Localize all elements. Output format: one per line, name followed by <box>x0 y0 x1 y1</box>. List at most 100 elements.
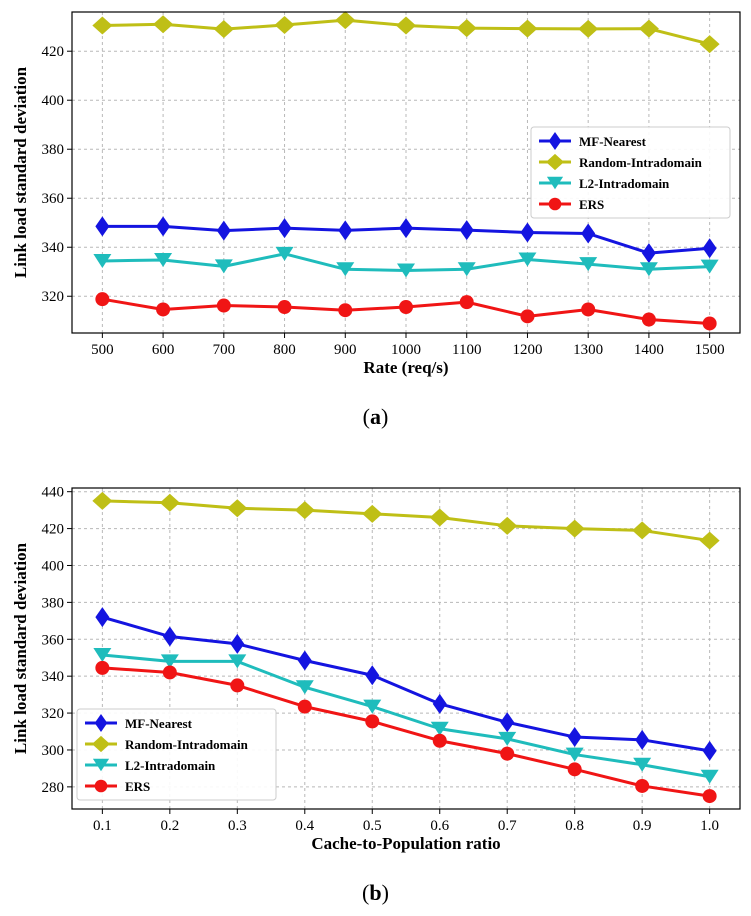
x-tick-label: 1400 <box>634 342 664 358</box>
point-l2-intradomain <box>336 262 355 277</box>
y-tick-label: 440 <box>42 485 65 501</box>
point-ers <box>581 302 596 317</box>
legend-label-mf-nearest: MF-Nearest <box>579 134 647 149</box>
point-l2-intradomain <box>295 680 314 695</box>
point-random-intradomain <box>92 16 113 35</box>
point-ers <box>432 733 447 748</box>
chart-a: 500 600 700 800 900 1000 1100 1200 1300 1400 1500 3… <box>11 11 741 377</box>
point-mf-nearest <box>702 740 717 761</box>
point-random-intradomain <box>153 15 174 34</box>
y-tick-label: 420 <box>42 44 65 60</box>
legend-marker-random-intradomain <box>546 153 564 171</box>
x-axis-label: Rate (req/s) <box>363 358 448 377</box>
point-l2-intradomain <box>700 259 719 274</box>
point-mf-nearest <box>162 626 177 647</box>
point-random-intradomain <box>396 16 416 35</box>
point-ers <box>95 660 110 675</box>
x-tick-label: 0.2 <box>160 818 179 834</box>
x-tick-label: 700 <box>213 342 236 358</box>
caption-b-letter: b <box>369 880 382 905</box>
legend-marker-l2-intradomain <box>546 176 564 190</box>
point-random-intradomain <box>362 504 383 523</box>
y-tick-label: 360 <box>42 191 65 207</box>
y-tick-label: 340 <box>42 240 65 256</box>
point-mf-nearest <box>635 729 650 750</box>
x-tick-label: 1100 <box>452 342 481 358</box>
point-ers <box>162 665 177 680</box>
point-random-intradomain <box>497 516 518 535</box>
point-random-intradomain <box>274 15 295 34</box>
point-l2-intradomain <box>579 257 598 272</box>
y-tick-label: 400 <box>42 93 65 109</box>
point-mf-nearest <box>520 222 535 243</box>
y-tick-label: 340 <box>42 669 65 685</box>
point-l2-intradomain <box>397 263 415 278</box>
point-l2-intradomain <box>457 262 476 277</box>
chart-b: 0.1 0.2 0.3 0.4 0.5 0.6 0.7 0.8 0.9 1.0 280 300 320 3… <box>11 485 741 853</box>
point-random-intradomain <box>227 499 248 518</box>
point-mf-nearest <box>95 607 110 628</box>
y-tick-label: 320 <box>42 289 65 305</box>
point-mf-nearest <box>156 216 171 237</box>
point-random-intradomain <box>456 19 477 38</box>
x-tick-label: 1500 <box>695 342 725 358</box>
legend-label-ers: ERS <box>579 197 604 212</box>
y-tick-label: 380 <box>42 142 65 158</box>
x-tick-label: 0.6 <box>430 818 449 834</box>
x-tick-label: 0.8 <box>565 818 584 834</box>
point-ers <box>156 302 171 317</box>
point-l2-intradomain <box>700 769 719 784</box>
legend: MF-Nearest Random-Intradomain L2-Intradoma… <box>76 708 277 801</box>
point-ers <box>500 746 515 761</box>
x-axis-label: Cache-to-Population ratio <box>311 834 500 853</box>
plot-frame <box>71 487 741 810</box>
point-mf-nearest <box>338 220 353 241</box>
point-random-intradomain <box>578 19 599 38</box>
point-mf-nearest <box>581 223 596 244</box>
point-mf-nearest <box>95 216 110 237</box>
point-l2-intradomain <box>93 647 112 662</box>
legend-label-l2-intradomain: L2-Intradomain <box>579 176 670 191</box>
legend: MF-Nearest Random-Intradomain L2-Intradoma… <box>530 126 731 219</box>
x-tick-label: 900 <box>334 342 357 358</box>
point-random-intradomain <box>213 20 234 39</box>
point-ers <box>702 789 717 804</box>
point-l2-intradomain <box>430 721 449 736</box>
point-random-intradomain <box>517 19 538 38</box>
y-axis-label: Link load standard deviation <box>11 66 30 278</box>
point-l2-intradomain <box>518 252 537 267</box>
x-tick-label: 1200 <box>512 342 542 358</box>
point-random-intradomain <box>564 519 585 538</box>
point-ers <box>567 762 582 777</box>
point-ers <box>702 316 717 331</box>
x-tick-label: 0.9 <box>633 818 652 834</box>
point-ers <box>230 678 245 693</box>
point-ers <box>338 303 353 318</box>
point-mf-nearest <box>216 220 231 241</box>
x-tick-label: 0.3 <box>228 818 247 834</box>
point-l2-intradomain <box>275 246 294 261</box>
legend-marker-mf-nearest <box>94 714 108 732</box>
x-tick-label: 1000 <box>391 342 421 358</box>
point-mf-nearest <box>365 665 380 686</box>
point-l2-intradomain <box>639 262 658 277</box>
point-mf-nearest <box>399 218 413 239</box>
point-ers <box>365 714 380 729</box>
x-tick-label: 1300 <box>573 342 603 358</box>
point-ers <box>635 778 650 793</box>
point-random-intradomain <box>638 19 659 38</box>
series-line-ers <box>102 666 710 798</box>
y-tick-label: 360 <box>42 632 65 648</box>
point-random-intradomain <box>159 493 180 512</box>
point-mf-nearest <box>230 633 245 654</box>
legend-marker-random-intradomain <box>92 735 110 753</box>
point-mf-nearest <box>432 693 447 714</box>
point-random-intradomain <box>699 35 720 54</box>
point-l2-intradomain <box>363 699 382 714</box>
caption-a: (a) <box>362 404 389 429</box>
series-line-mf-nearest <box>101 615 710 753</box>
legend-label-random-intradomain: Random-Intradomain <box>579 155 703 170</box>
legend-box <box>76 708 277 801</box>
caption-a-letter: a <box>370 404 381 429</box>
x-tick-label: 1.0 <box>700 818 719 834</box>
